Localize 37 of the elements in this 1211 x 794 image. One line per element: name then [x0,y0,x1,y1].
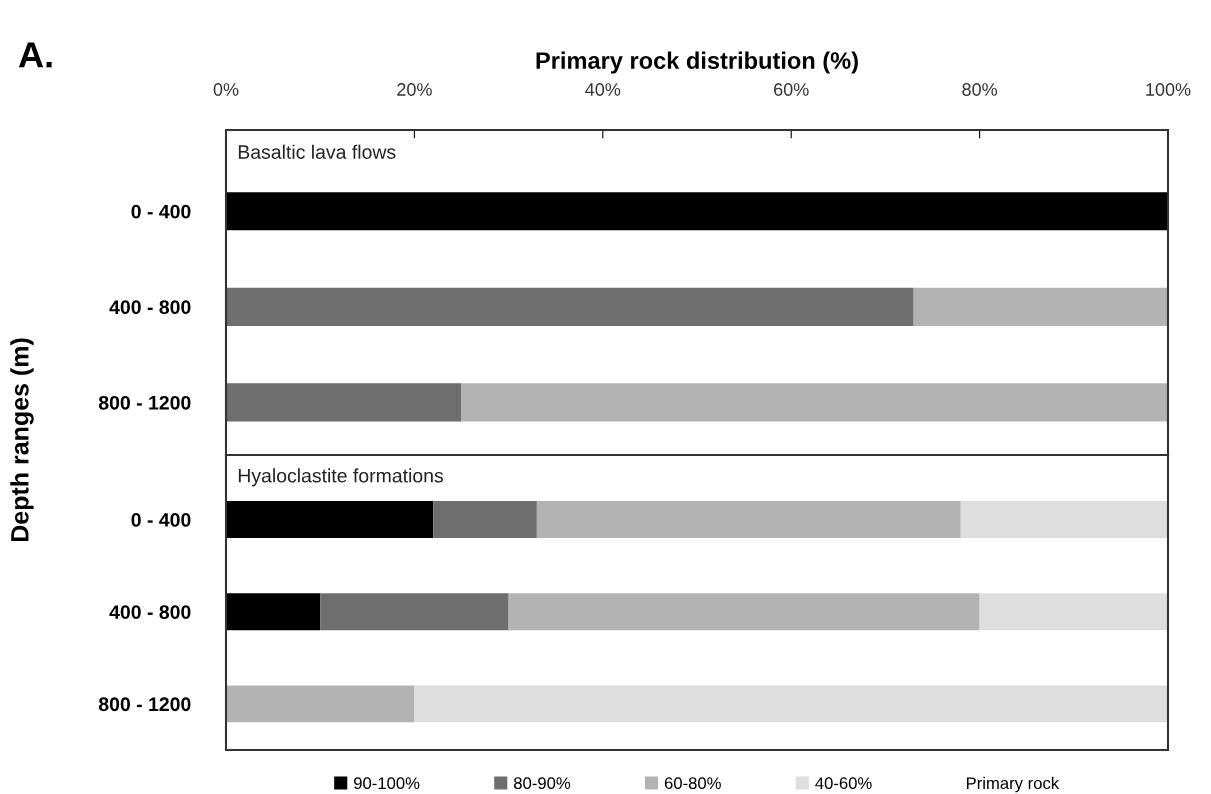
x-axis-title: Primary rock distribution (%) [536,51,858,74]
x-tick-label: 0% [213,83,239,96]
bar [226,501,434,538]
y-tick-label: 800 - 1200 [98,697,191,712]
bar [414,685,1168,723]
y-tick-label: 400 - 800 [109,605,191,619]
text: A. [18,42,52,68]
legend-title: Primary rock [966,776,1060,793]
y-tick-label: 800 - 1200 [98,395,191,410]
x-tick-label: 60% [774,83,809,96]
y-tick-label: 0 - 400 [131,513,191,527]
bar [320,593,509,631]
bar [226,593,321,631]
y-tick-label: 0 - 400 [131,204,191,219]
x-tick-label: 100% [1146,83,1191,96]
y-axis-title: Depth ranges (m) [10,338,34,542]
legend-label: 80-90% [513,777,571,790]
annotation: Basaltic lava flows [238,144,396,159]
legend-label: 40-60% [815,777,872,790]
bar [226,383,462,422]
x-tick-label: 40% [585,83,621,96]
bar [433,501,537,538]
bar [226,287,914,326]
bar [461,383,1168,422]
annotation: Hyaloclastite formations [238,468,444,487]
y-tick-label: 400 - 800 [109,300,191,315]
bar [536,501,961,538]
bar [960,501,1168,538]
legend-label: 60-80% [664,777,721,790]
legend-label: 90-100% [354,777,420,790]
bar [508,593,980,631]
x-tick-label: 20% [397,83,432,96]
bar [226,685,415,723]
bar [979,593,1168,631]
bar [913,287,1168,326]
bar [226,192,1168,231]
x-tick-label: 80% [962,83,998,96]
